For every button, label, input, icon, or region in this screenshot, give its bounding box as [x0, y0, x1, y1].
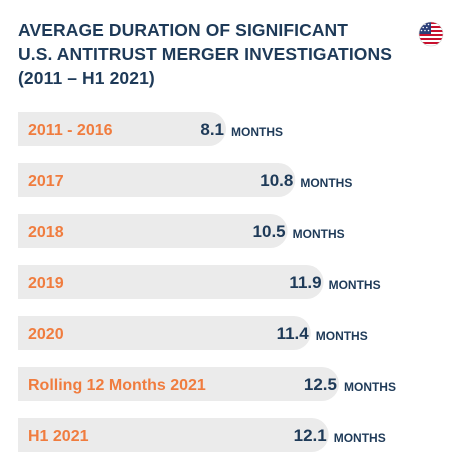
unit-label: MONTHS — [300, 176, 352, 190]
unit-label: MONTHS — [293, 227, 345, 241]
value-label: 10.8 — [260, 171, 293, 190]
unit-label: MONTHS — [231, 125, 283, 139]
category-label: Rolling 12 Months 2021 — [28, 377, 206, 394]
value-label: 12.1 — [294, 426, 327, 445]
category-label: 2018 — [28, 224, 64, 241]
bar — [18, 214, 288, 248]
unit-label: MONTHS — [316, 329, 368, 343]
category-label: 2019 — [28, 275, 64, 292]
unit-label: MONTHS — [344, 380, 396, 394]
category-label: H1 2021 — [28, 428, 89, 445]
value-label: 11.9 — [289, 273, 321, 292]
bar — [18, 163, 296, 197]
title-line-1: AVERAGE DURATION OF SIGNIFICANT — [18, 20, 349, 40]
value-label: 10.5 — [253, 222, 286, 241]
value-label: 8.1 — [200, 120, 224, 139]
bar — [18, 265, 324, 299]
bar — [18, 367, 339, 401]
chart-title: AVERAGE DURATION OF SIGNIFICANT U.S. ANT… — [18, 18, 392, 90]
category-label: 2020 — [28, 326, 64, 343]
bar — [18, 316, 311, 350]
category-label: 2017 — [28, 173, 64, 190]
value-label: 11.4 — [277, 324, 310, 343]
category-label: 2011 - 2016 — [28, 122, 113, 139]
unit-label: MONTHS — [334, 431, 386, 445]
bar — [18, 112, 226, 146]
title-line-2: U.S. ANTITRUST MERGER INVESTIGATIONS — [18, 44, 393, 64]
unit-label: MONTHS — [329, 278, 381, 292]
value-label: 12.5 — [304, 375, 337, 394]
bar — [18, 418, 329, 452]
title-line-3: (2011 – H1 2021) — [18, 68, 155, 88]
us-flag-icon — [418, 21, 444, 47]
